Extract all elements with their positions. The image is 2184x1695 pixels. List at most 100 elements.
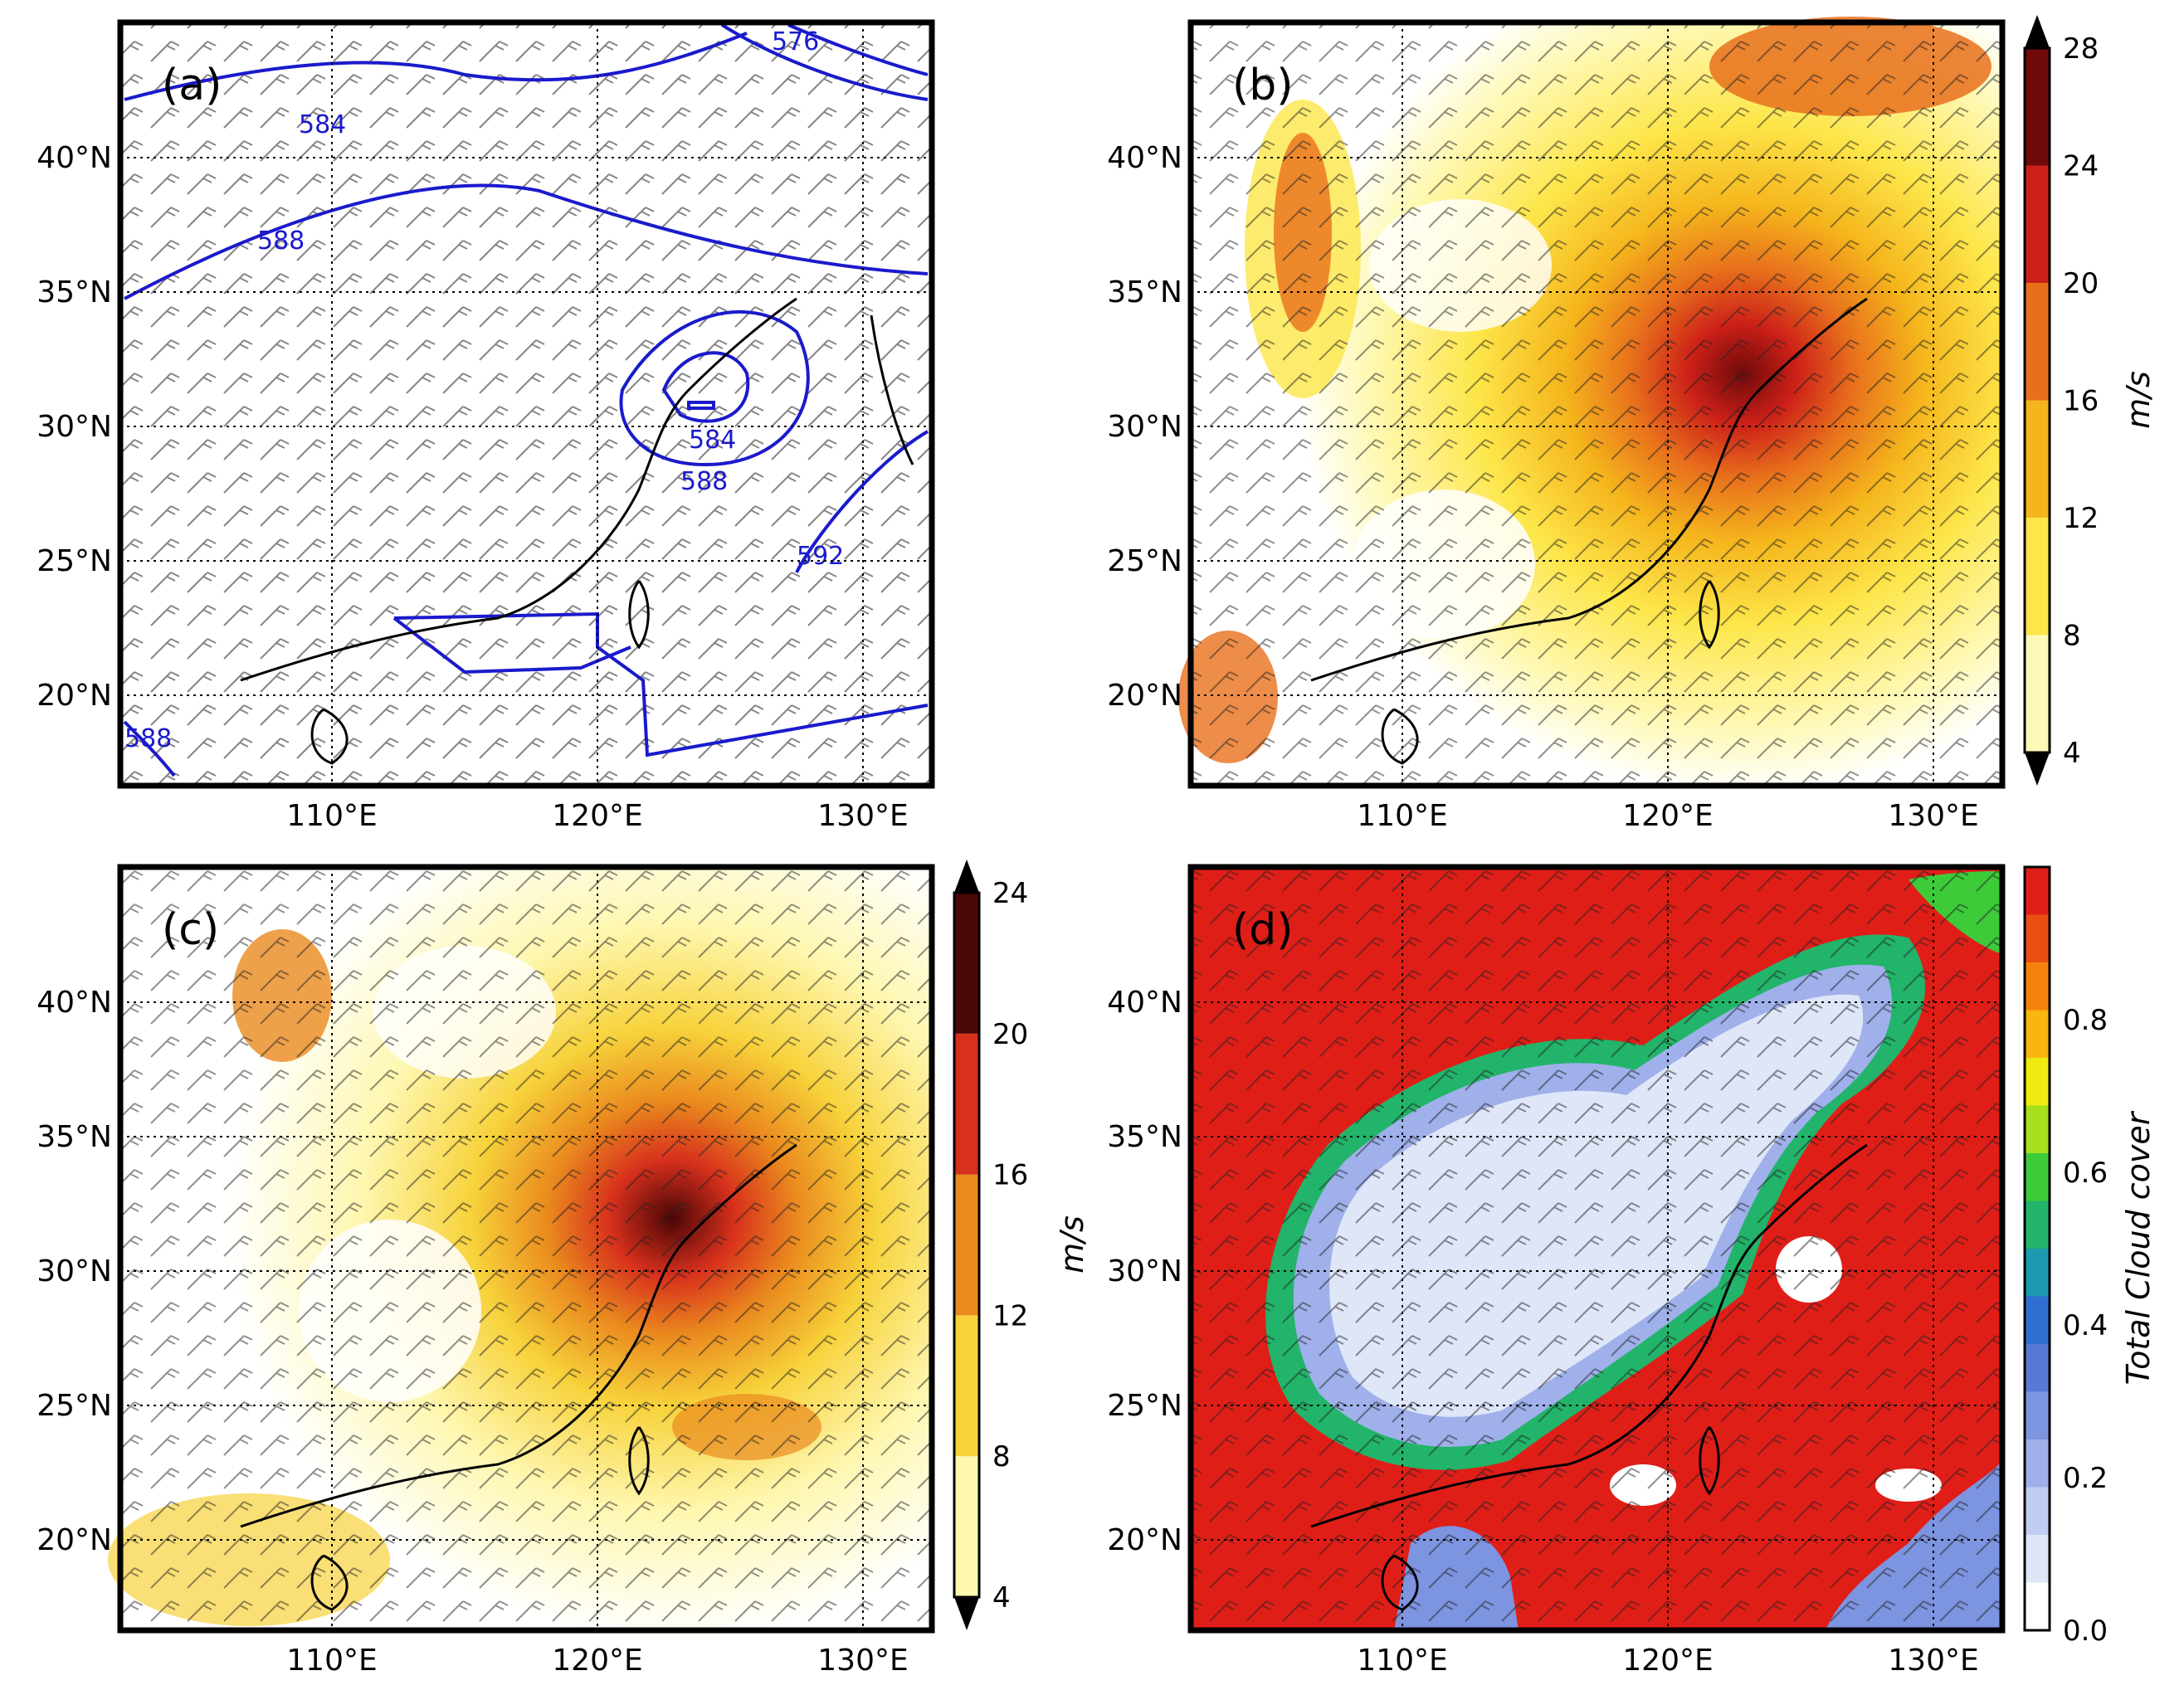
lon-axis-labels: 110°E 120°E 130°E [286,1644,908,1678]
colorbar-tick-label: 24 [2063,150,2099,183]
colorbar-b: 4 8 12 16 20 24 28 m/s [2023,15,2157,786]
colorbar-segments [2025,867,2050,1630]
lon-label: 110°E [286,1644,377,1678]
lat-label: 30°N [1107,1254,1182,1288]
grid [1191,867,2002,1630]
colorbar-ticks: 4 8 12 16 20 24 28 [2063,32,2099,770]
lon-label: 120°E [552,1644,642,1678]
lon-axis-labels: 110°E 120°E 130°E [1357,1644,1978,1678]
colorbar-ticks: 4 8 12 16 20 24 [992,877,1028,1615]
lat-label: 40°N [37,986,112,1020]
lon-label: 110°E [286,799,377,833]
panel-b: (b) 40°N 35°N 30°N 25°N 20°N 110°E 120°E… [1107,15,2157,833]
lat-label: 40°N [1107,141,1182,175]
colorbar-tick-label: 16 [992,1159,1028,1192]
colorbar-extend-top [954,860,979,893]
contour-label: 588 [257,226,305,256]
colorbar-segment [2025,400,2050,518]
colorbar-tick-label: 16 [2063,385,2099,418]
lon-label: 120°E [552,799,642,833]
lon-axis-labels: 110°E 120°E 130°E [1357,799,1978,833]
colorbar-segment [2025,1153,2050,1201]
colorbar-extend-bottom [954,1597,979,1630]
colorbar-segment [2025,1296,2050,1344]
colorbar-ticks: 0.0 0.2 0.4 0.6 0.8 [2063,1004,2108,1648]
lat-axis-labels: 40°N 35°N 30°N 25°N 20°N [1107,141,1182,713]
colorbar-tick-label: 28 [2063,32,2099,66]
lat-label: 30°N [37,410,112,444]
colorbar-segment [954,1174,979,1316]
colorbar-segment [954,1033,979,1175]
lon-label: 120°E [1622,1644,1713,1678]
lon-label: 120°E [1622,799,1713,833]
colorbar-unit: m/s [1054,1215,1090,1274]
colorbar-d: 0.0 0.2 0.4 0.6 0.8 Total Cloud cover [2023,865,2157,1648]
lon-label: 130°E [817,799,908,833]
colorbar-tick-label: 4 [992,1581,1011,1615]
colorbar-c: 4 8 12 16 20 24 m/s [953,860,1090,1630]
colorbar-segment [2025,867,2050,915]
colorbar-segment [2025,1249,2050,1297]
colorbar-unit: Total Cloud cover [2120,1110,2157,1385]
lat-label: 20°N [37,1523,112,1557]
colorbar-segment [2025,635,2050,753]
lon-label: 130°E [1888,799,1978,833]
colorbar-tick-label: 4 [2063,737,2081,770]
grid [120,22,932,786]
lat-label: 35°N [1107,1120,1182,1154]
contour-label: 588 [680,467,728,496]
colorbar-unit: m/s [2120,371,2157,429]
panel-c: (c) 40°N 35°N 30°N 25°N 20°N 110°E 120°E… [37,860,1090,1678]
panel-label: (c) [162,905,219,955]
colorbar-tick-label: 24 [992,877,1028,910]
colorbar-segment [2025,1058,2050,1106]
lat-label: 20°N [37,679,112,713]
colorbar-tick-label: 0.6 [2063,1157,2108,1190]
lat-label: 35°N [37,1120,112,1154]
colorbar-segment [2025,283,2050,401]
lat-label: 40°N [37,141,112,175]
contour-label: 576 [772,27,819,56]
colorbar-segment [2025,1487,2050,1535]
panel-label: (a) [162,61,222,110]
colorbar-segment [2025,914,2050,962]
panel-a: 584 588 592 576 584 588 588 (a) 40° [37,19,935,833]
lon-axis-labels: 110°E 120°E 130°E [286,799,908,833]
lat-label: 35°N [1107,275,1182,309]
colorbar-tick-label: 0.8 [2063,1004,2108,1037]
coastline [1310,297,1868,765]
colorbar-tick-label: 0.4 [2063,1309,2108,1342]
colorbar-tick-label: 0.0 [2063,1615,2108,1648]
lon-label: 130°E [817,1644,908,1678]
colorbar-segment [2025,1439,2050,1488]
colorbar-tick-label: 0.2 [2063,1462,2108,1495]
coastline [240,1143,797,1611]
colorbar-segment [2025,165,2050,283]
colorbar-extend-bottom [2025,753,2050,786]
lon-label: 110°E [1357,799,1447,833]
colorbar-segments [2025,48,2050,753]
colorbar-segment [2025,1344,2050,1392]
lat-label: 30°N [37,1254,112,1288]
coastline [1310,1143,1868,1611]
lat-label: 25°N [37,544,112,578]
lat-label: 35°N [37,275,112,309]
colorbar-segment [2025,1391,2050,1439]
lat-axis-labels: 40°N 35°N 30°N 25°N 20°N [1107,986,1182,1557]
colorbar-segment [2025,518,2050,636]
colorbar-tick-label: 12 [2063,502,2099,535]
lat-label: 30°N [1107,410,1182,444]
lat-label: 25°N [1107,1389,1182,1423]
lon-label: 110°E [1357,1644,1447,1678]
colorbar-tick-label: 20 [2063,267,2099,300]
grid [1191,22,2002,786]
panel-label: (d) [1232,905,1294,955]
grid [120,867,932,1630]
colorbar-segment [2025,48,2050,166]
colorbar-tick-label: 8 [992,1440,1011,1473]
colorbar-segments [954,893,979,1597]
colorbar-extend-top [2025,15,2050,48]
contour-label: 584 [689,426,736,455]
geopotential-contours [123,23,929,777]
colorbar-segment [2025,1535,2050,1583]
